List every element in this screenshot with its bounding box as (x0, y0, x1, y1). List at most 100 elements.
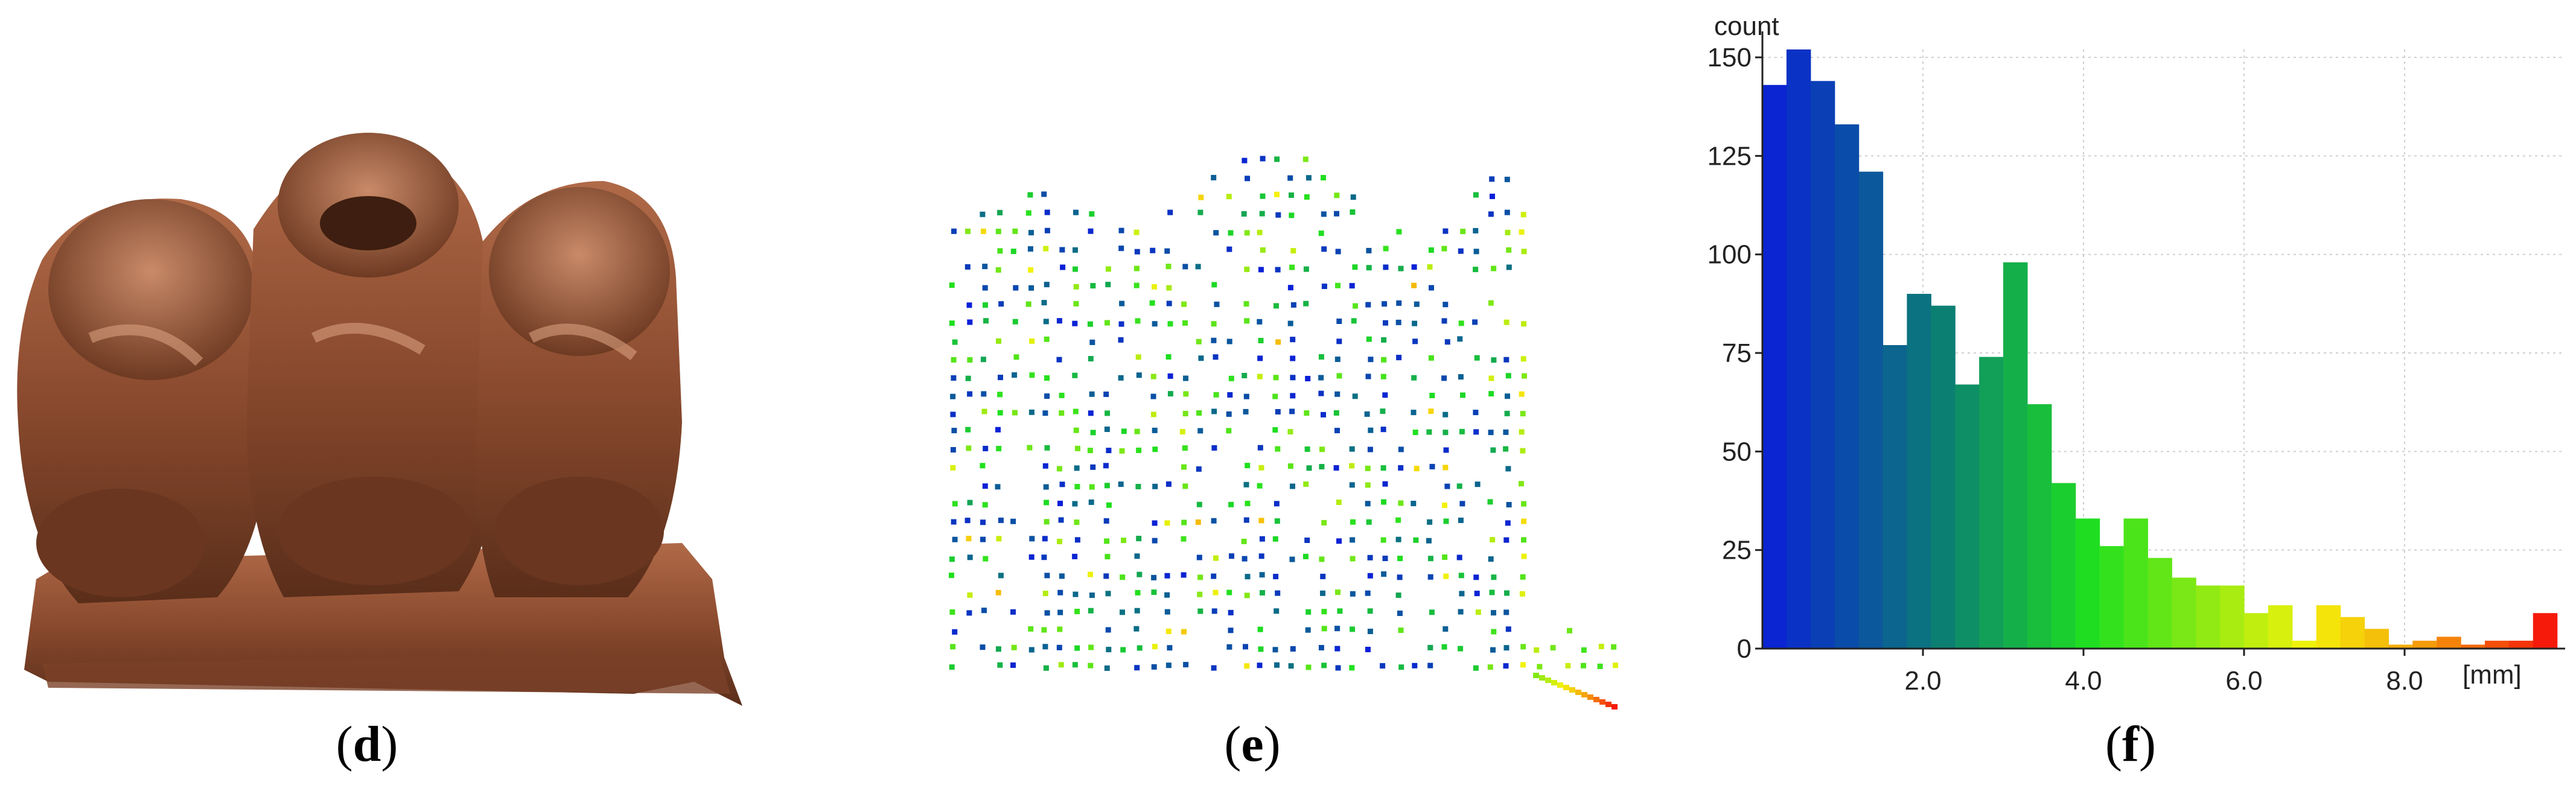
cloud-point (1104, 483, 1110, 489)
cloud-point (1443, 228, 1449, 234)
cloud-point (1441, 375, 1447, 381)
cloud-point (1458, 374, 1464, 380)
cloud-point (967, 391, 973, 397)
cloud-point (1458, 573, 1464, 579)
cloud-point (1167, 209, 1173, 215)
cloud-point (1334, 357, 1341, 362)
cloud-point (1350, 519, 1356, 525)
cloud-point (1414, 301, 1420, 307)
cloud-point (1182, 411, 1188, 416)
cloud-point (1133, 282, 1140, 288)
cloud-point (1228, 627, 1234, 633)
cloud-point (1073, 284, 1079, 290)
cloud-point (1318, 230, 1324, 237)
cloud-point (1010, 518, 1016, 524)
cloud-point (1426, 538, 1432, 544)
cloud-point (1119, 448, 1125, 454)
cloud-point (949, 556, 955, 562)
cloud-point (1165, 662, 1172, 668)
cloud-point (1519, 429, 1525, 435)
cloud-point (1441, 246, 1447, 252)
cloud-point (1488, 391, 1494, 397)
cloud-point (1258, 267, 1264, 273)
cloud-point (1072, 372, 1078, 378)
cloud-point (1106, 448, 1112, 454)
cloud-point (1012, 228, 1018, 234)
cloud-point (1366, 265, 1372, 271)
cloud-point (1336, 338, 1342, 345)
cloud-point (1134, 553, 1140, 559)
cloud-point (1443, 465, 1449, 471)
cloud-point (1152, 446, 1158, 452)
cloud-point (1183, 662, 1189, 668)
cloud-point (1104, 427, 1110, 432)
cloud-point (1382, 481, 1388, 487)
histogram-bar (1810, 81, 1835, 649)
cloud-point (1073, 408, 1079, 414)
cloud-point (1287, 175, 1293, 181)
cloud-point (1320, 590, 1325, 596)
cloud-point (1367, 608, 1373, 614)
cloud-point (1504, 410, 1510, 416)
cloud-point (949, 609, 955, 615)
histogram-bar (2292, 640, 2317, 649)
cloud-point (998, 301, 1004, 307)
cloud-point (1428, 355, 1434, 361)
cloud-point (1287, 463, 1293, 469)
cloud-point (1258, 553, 1264, 559)
cloud-point (1229, 553, 1234, 559)
cloud-point (1089, 211, 1095, 217)
cloud-point (952, 339, 958, 345)
cloud-point (1334, 192, 1340, 198)
cloud-point (1226, 194, 1232, 200)
cloud-point (1150, 247, 1156, 253)
cloud-point (1243, 517, 1249, 523)
cloud-point (1257, 445, 1263, 451)
cloud-point (1458, 517, 1464, 523)
cloud-point (1383, 264, 1389, 270)
caption-e: (e) (1224, 716, 1281, 772)
cloud-point (1443, 411, 1449, 418)
cloud-point (1274, 518, 1280, 524)
cloud-point (1088, 410, 1094, 416)
cloud-point (1075, 445, 1080, 451)
cloud-point (1056, 357, 1062, 363)
cloud-point (1519, 481, 1524, 487)
cloud-point (1319, 464, 1325, 469)
cloud-point (1165, 264, 1172, 270)
cloud-point (1563, 685, 1569, 690)
cloud-point (983, 318, 989, 324)
cloud-point (1381, 337, 1387, 343)
cloud-point (1537, 664, 1543, 670)
cloud-point (950, 644, 956, 650)
cloud-point (1105, 591, 1111, 597)
cloud-point (1443, 302, 1449, 308)
cloud-point (1491, 357, 1497, 363)
cloud-point (1398, 500, 1404, 506)
histogram-bar (1955, 384, 1980, 649)
cloud-point (1290, 355, 1296, 361)
cloud-point (1227, 392, 1233, 398)
x-tick-label: 4.0 (2065, 666, 2102, 696)
cloud-point (1491, 574, 1497, 580)
cloud-point (1044, 519, 1050, 525)
cloud-point (1351, 318, 1357, 324)
cloud-point (1057, 539, 1062, 544)
cloud-point (997, 410, 1003, 416)
cloud-point (1104, 538, 1110, 544)
cloud-point (1593, 697, 1599, 702)
cloud-point (1504, 590, 1510, 596)
cloud-point (1257, 662, 1263, 668)
cloud-point (1245, 501, 1251, 506)
cloud-point (951, 357, 957, 363)
cloud-point (1520, 574, 1526, 580)
cloud-point (1503, 537, 1510, 543)
cloud-point (965, 228, 971, 234)
cloud-point (1427, 644, 1433, 650)
cloud-point (1074, 465, 1080, 471)
cloud-point (1334, 211, 1339, 217)
cloud-point (1302, 553, 1309, 559)
cloud-point (1087, 321, 1093, 327)
cloud-point (982, 285, 988, 291)
y-tick-label: 125 (1707, 141, 1752, 171)
